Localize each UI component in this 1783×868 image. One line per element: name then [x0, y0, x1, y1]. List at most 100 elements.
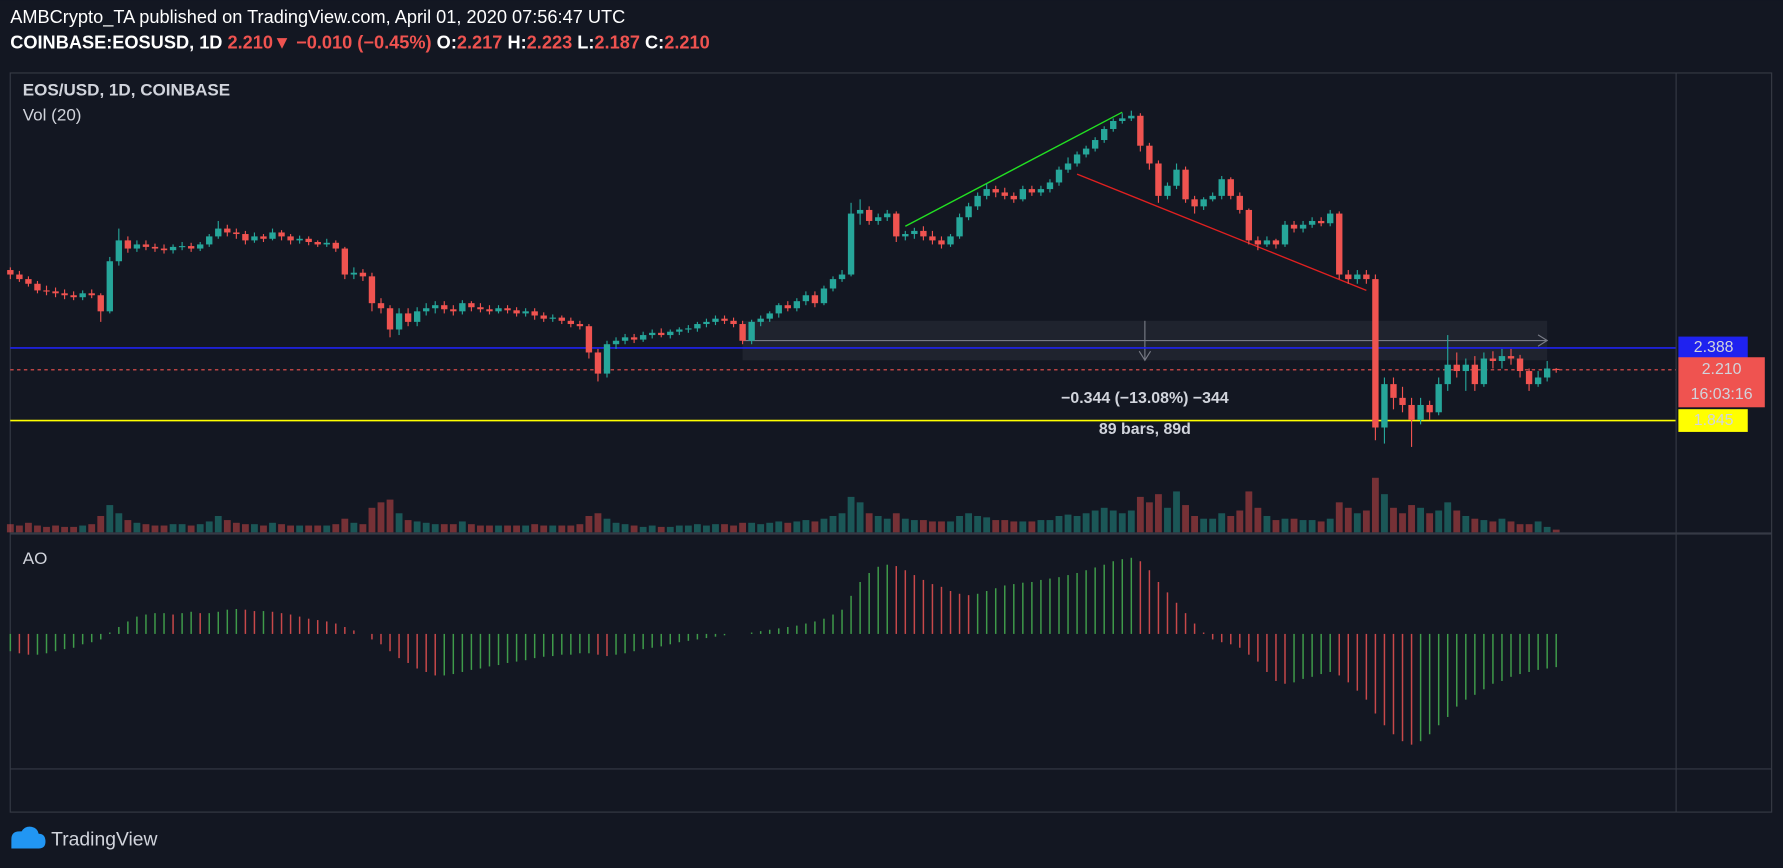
candle-body [88, 293, 95, 296]
chart-frame [9, 72, 1773, 813]
volume-bar [657, 526, 665, 533]
volume-bar [431, 524, 439, 533]
candle-body [79, 293, 86, 298]
volume-bar [1037, 520, 1045, 533]
volume-bar [1498, 518, 1506, 533]
volume-bar [956, 515, 963, 533]
candle-body [676, 329, 683, 332]
candle-body [16, 274, 23, 280]
volume-bar [350, 522, 358, 533]
candle-body [1453, 364, 1460, 372]
volume-bar [1390, 507, 1397, 533]
volume-bar [305, 525, 313, 533]
volume-bar [666, 526, 674, 533]
volume-bar [115, 513, 123, 533]
volume-bar [1028, 521, 1036, 533]
volume-bar [413, 521, 421, 533]
volume-bar [1290, 518, 1298, 533]
volume-bar [739, 522, 747, 533]
volume-bar [703, 525, 710, 533]
volume-bar [133, 522, 141, 533]
volume-bar [395, 513, 403, 533]
candle-body [1354, 274, 1361, 280]
level-label: 1.845 [1694, 412, 1734, 429]
volume-bar [513, 525, 521, 533]
volume-bar [241, 524, 249, 533]
candle-body [395, 313, 403, 330]
volume-bar [1164, 507, 1171, 533]
volume-bar [1371, 477, 1379, 533]
candle-body [1028, 189, 1036, 193]
volume-bar [377, 502, 385, 533]
candle-body [531, 311, 538, 316]
candle-body [658, 332, 665, 336]
candle-body [1146, 145, 1153, 164]
measure-arrowhead-v [1138, 350, 1152, 362]
volume-bar [1335, 502, 1343, 533]
volume-bar [522, 525, 530, 533]
close-label: C: [645, 32, 664, 52]
volume-bar [775, 521, 783, 533]
low-label: L: [577, 32, 594, 52]
volume-bar [929, 521, 936, 533]
candle-body [513, 310, 520, 314]
candle-body [187, 246, 195, 249]
volume-bar [368, 507, 376, 533]
candle-body [1046, 182, 1054, 190]
candle-body [1290, 224, 1298, 229]
candle-body [1236, 195, 1243, 210]
volume-bar [1200, 518, 1208, 533]
volume-bar [630, 525, 638, 533]
candle-body [432, 305, 439, 309]
volume-bar [178, 524, 186, 533]
volume-bar [1326, 518, 1334, 533]
volume-bar [748, 522, 756, 533]
candle-body [404, 313, 412, 322]
candle-body [802, 295, 810, 302]
volume-bar [1417, 507, 1425, 533]
candle-body [1218, 179, 1225, 196]
volume-bar [910, 520, 918, 533]
candle-body [1525, 371, 1533, 385]
volume-bar [1082, 513, 1090, 533]
candle-body [947, 236, 954, 245]
candle-body [43, 290, 50, 292]
volume-bar [1344, 507, 1352, 533]
volume-bar [1317, 521, 1325, 533]
last-price-label: 2.210 [1702, 361, 1742, 378]
volume-bar [1209, 518, 1217, 533]
candle-body [585, 326, 593, 353]
candle-body [233, 232, 240, 235]
candle-body [206, 236, 213, 245]
candle-body [667, 331, 674, 336]
volume-bar [1091, 510, 1099, 533]
candle-body [332, 242, 339, 249]
volume-bar [151, 525, 159, 533]
volume-bar [1109, 510, 1117, 533]
candle-body [649, 332, 656, 336]
volume-bar [1444, 502, 1452, 533]
volume-bar [1010, 521, 1018, 533]
candle-body [314, 241, 321, 245]
volume-bar [52, 525, 59, 533]
axes: 2.388 1.845 2.210 16:03:16 [1678, 336, 1765, 432]
candle-body [639, 335, 647, 340]
candle-body [305, 238, 312, 242]
candle-body [169, 246, 177, 251]
volume-bar [1191, 515, 1199, 533]
candle-body [1308, 220, 1316, 225]
volume-bar [1218, 513, 1226, 533]
volume-bar [684, 525, 692, 533]
candle-body [1037, 189, 1045, 193]
candle-body [106, 261, 113, 312]
candle-body [820, 288, 828, 304]
price: 2.210 [228, 32, 274, 52]
level-label: 2.388 [1694, 339, 1734, 356]
candle-body [540, 315, 547, 319]
volume-bar [477, 525, 484, 533]
volume-bar [1019, 521, 1027, 533]
volume-bar [269, 522, 276, 533]
countdown-label: 16:03:16 [1691, 386, 1753, 403]
